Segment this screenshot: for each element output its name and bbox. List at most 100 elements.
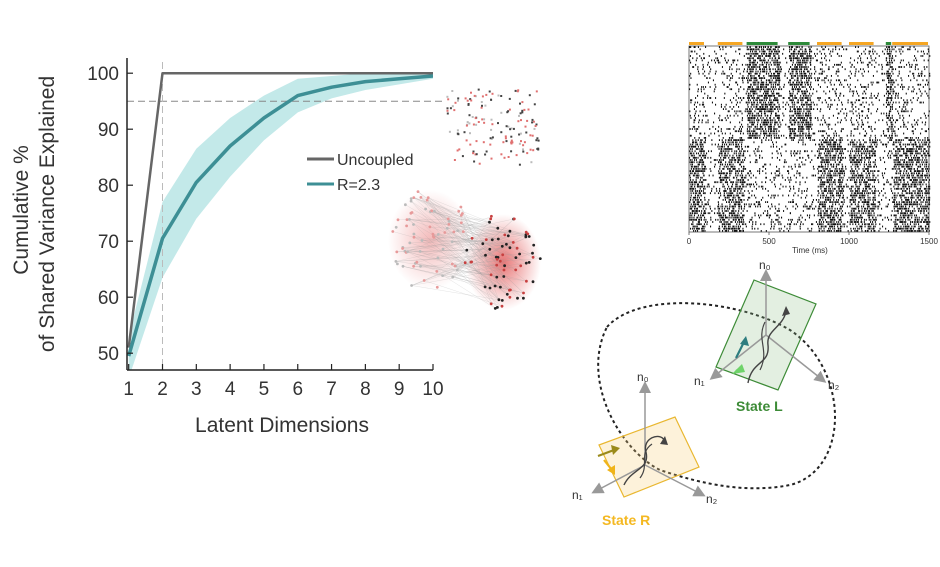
spike — [791, 123, 793, 126]
spike — [872, 141, 874, 144]
spike — [917, 83, 919, 86]
spike — [739, 156, 741, 159]
spike — [911, 165, 913, 168]
spike — [754, 88, 756, 91]
spike — [759, 156, 761, 159]
spike — [754, 161, 756, 164]
spike — [919, 179, 921, 181]
spike — [779, 88, 781, 91]
spike — [895, 176, 897, 179]
spike — [868, 183, 870, 186]
scatter-point — [523, 141, 526, 144]
spike — [789, 57, 791, 60]
spike — [719, 179, 721, 181]
spike — [842, 176, 844, 179]
spike — [855, 110, 857, 113]
spike — [833, 181, 835, 184]
spike — [890, 139, 892, 141]
scatter-point — [466, 121, 469, 124]
spike — [908, 150, 910, 153]
spike — [760, 106, 762, 108]
spike — [912, 97, 914, 99]
spike — [929, 75, 931, 77]
spike — [835, 72, 837, 75]
spike — [740, 192, 742, 195]
spike — [790, 132, 792, 135]
spike — [858, 70, 860, 73]
spike — [898, 48, 900, 51]
spike — [714, 181, 716, 184]
spike — [833, 163, 835, 166]
network-node — [484, 238, 488, 242]
spike — [891, 106, 893, 108]
spike — [817, 172, 819, 175]
spike — [692, 179, 694, 181]
spike — [750, 183, 752, 186]
spike — [835, 165, 837, 168]
spike — [720, 161, 722, 164]
spike — [905, 163, 907, 166]
network-edge — [436, 249, 467, 272]
spike — [724, 181, 726, 184]
spike — [765, 92, 767, 95]
spike — [832, 159, 834, 161]
spike — [794, 117, 796, 119]
spike — [759, 106, 761, 108]
scatter-point — [449, 107, 452, 110]
spike — [823, 181, 825, 184]
spike — [895, 152, 897, 155]
spike — [796, 106, 798, 108]
spike — [890, 156, 892, 159]
spike — [775, 114, 777, 117]
spike — [760, 117, 762, 119]
spike — [714, 72, 716, 75]
spike — [805, 68, 807, 71]
spike — [769, 48, 771, 51]
spike — [765, 123, 767, 126]
spike — [732, 75, 734, 77]
spike — [802, 156, 804, 159]
spike — [747, 125, 749, 128]
x-axis-label: Latent Dimensions — [195, 414, 369, 437]
spike — [901, 66, 903, 68]
spike — [848, 154, 850, 157]
spike — [853, 59, 855, 62]
spike — [773, 63, 775, 66]
scatter-point — [497, 94, 500, 97]
spike — [812, 139, 814, 141]
network-node — [500, 304, 504, 308]
scatter-point — [480, 106, 483, 109]
spike — [724, 152, 726, 155]
spike — [777, 110, 779, 113]
spike — [799, 174, 801, 177]
spike — [731, 150, 733, 153]
spike — [696, 183, 698, 186]
spike — [764, 97, 766, 99]
spike — [849, 88, 851, 91]
spike — [724, 187, 726, 190]
network-node — [524, 230, 528, 234]
spike — [770, 139, 772, 141]
spike — [796, 57, 798, 60]
spike — [840, 145, 842, 148]
spike — [690, 46, 692, 48]
spike — [776, 77, 778, 79]
network-edge — [413, 197, 498, 229]
spike — [796, 55, 798, 57]
spike — [805, 92, 807, 95]
spike — [889, 50, 891, 53]
spike — [827, 79, 829, 82]
spike — [729, 174, 731, 177]
state-bar-segment — [885, 42, 892, 45]
spike — [794, 123, 796, 126]
spike — [857, 187, 859, 190]
spike — [889, 134, 891, 137]
spike — [727, 145, 729, 148]
spike — [870, 150, 872, 153]
spike — [887, 154, 889, 157]
scatter-point — [484, 104, 487, 107]
spike — [914, 68, 916, 71]
spike — [694, 181, 696, 184]
scatter-point — [448, 130, 451, 133]
spike — [784, 179, 786, 181]
